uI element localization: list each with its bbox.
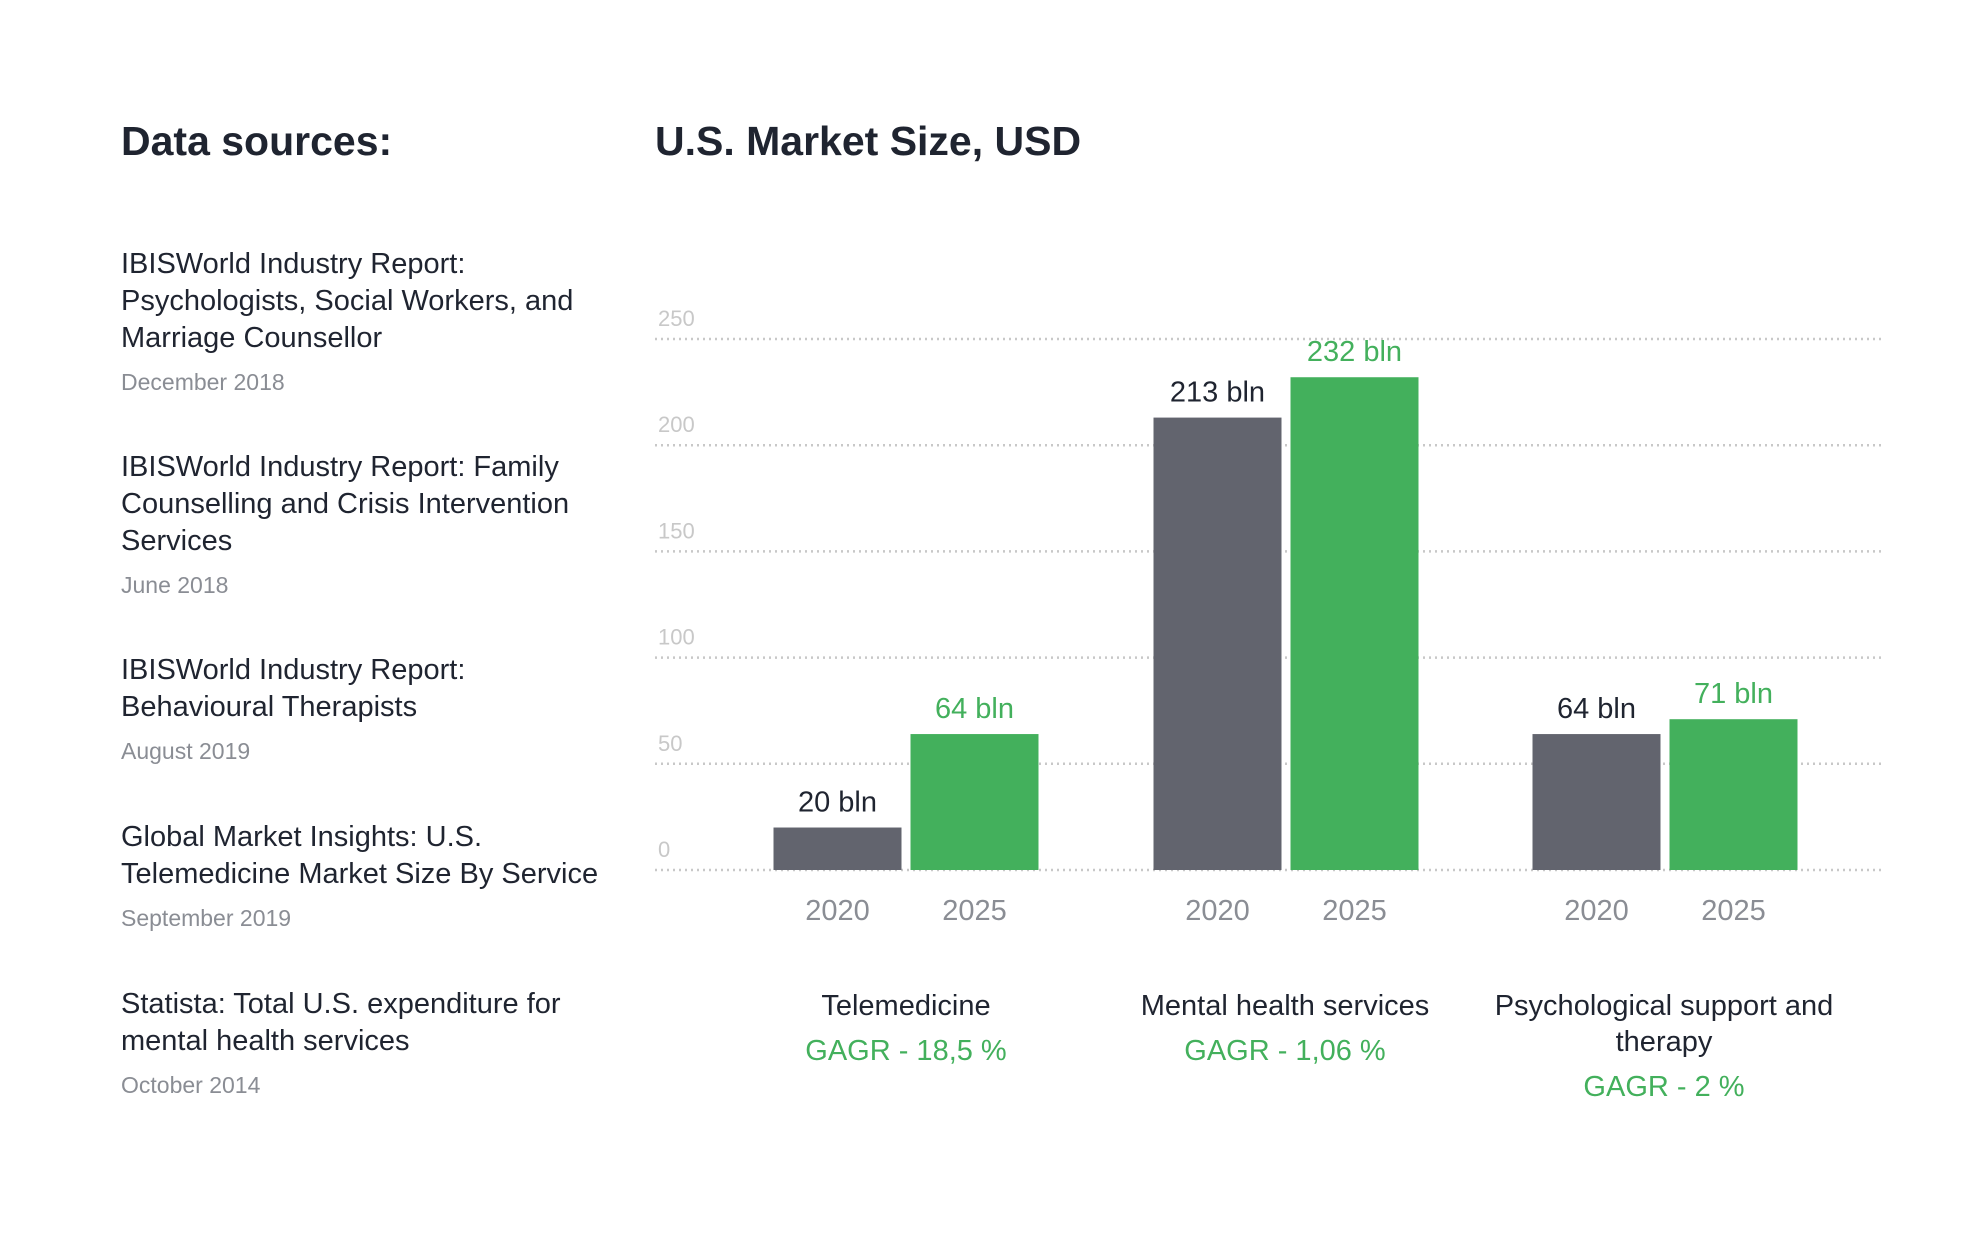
data-label: 64 bln [1557, 693, 1636, 725]
cagr-label: GAGR - 1,06 % [1184, 1035, 1386, 1067]
bar-2025 [1669, 719, 1798, 870]
category-label: Mental health services [1140, 990, 1430, 1022]
y-tick-label: 0 [658, 837, 670, 862]
source-title: Statista: Total U.S. expenditure for men… [121, 988, 561, 1057]
source-item: IBISWorld Industry Report: Behavioural T… [121, 652, 621, 765]
source-date: September 2019 [121, 905, 292, 931]
bar-2025 [910, 734, 1039, 870]
source-date: October 2014 [121, 1072, 261, 1098]
source-item: IBISWorld Industry Report: Psychologists… [121, 246, 621, 396]
data-label: 71 bln [1694, 678, 1773, 710]
source-item: Global Market Insights: U.S. Telemedicin… [121, 819, 621, 932]
y-tick-label: 250 [658, 306, 695, 331]
y-tick-label: 200 [658, 412, 695, 437]
y-tick-label: 50 [658, 731, 682, 756]
source-date: August 2019 [121, 738, 251, 764]
y-tick-label: 150 [658, 518, 695, 543]
x-tick-label: 2025 [1701, 895, 1766, 927]
source-title: IBISWorld Industry Report: Psychologists… [121, 248, 574, 354]
y-tick-label: 100 [658, 625, 695, 650]
sources-heading: Data sources: [121, 118, 393, 164]
data-label: 232 bln [1307, 336, 1402, 368]
source-item: Statista: Total U.S. expenditure for men… [121, 986, 621, 1099]
bar-2020 [1532, 734, 1661, 870]
source-title: Global Market Insights: U.S. Telemedicin… [121, 821, 599, 890]
x-tick-label: 2020 [1564, 895, 1629, 927]
source-item: IBISWorld Industry Report: Family Counse… [121, 449, 621, 599]
chart-title: U.S. Market Size, USD [655, 118, 1082, 164]
x-tick-label: 2020 [805, 895, 870, 927]
bar-2020 [1153, 417, 1282, 870]
source-date: June 2018 [121, 572, 229, 598]
category-label: Telemedicine [821, 990, 991, 1022]
source-title: IBISWorld Industry Report: Behavioural T… [121, 654, 466, 723]
data-label: 64 bln [935, 693, 1014, 725]
category-label: Psychological support and therapy [1494, 990, 1834, 1058]
bar-2025 [1290, 377, 1419, 870]
source-title: IBISWorld Industry Report: Family Counse… [121, 451, 570, 557]
x-tick-label: 2020 [1185, 895, 1250, 927]
x-tick-label: 2025 [942, 895, 1007, 927]
cagr-label: GAGR - 18,5 % [805, 1035, 1007, 1067]
cagr-label: GAGR - 2 % [1583, 1071, 1745, 1103]
source-date: December 2018 [121, 369, 285, 395]
data-label: 213 bln [1170, 377, 1265, 409]
x-tick-label: 2025 [1322, 895, 1387, 927]
bar-2020 [773, 827, 902, 870]
data-label: 20 bln [798, 787, 877, 819]
